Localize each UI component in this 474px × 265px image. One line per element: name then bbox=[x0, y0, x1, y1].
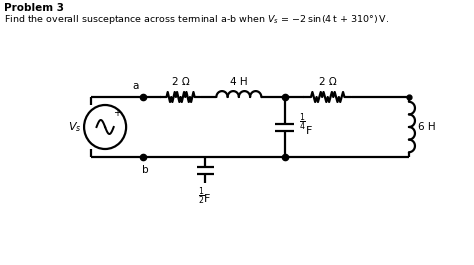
Text: F: F bbox=[203, 194, 210, 204]
Text: a: a bbox=[133, 81, 139, 91]
Text: Find the overall susceptance across terminal a-b when $V_s$ = −2 sin(4 t + 310°): Find the overall susceptance across term… bbox=[4, 13, 389, 26]
Text: b: b bbox=[142, 165, 148, 175]
Text: F: F bbox=[306, 126, 312, 136]
Text: Problem 3: Problem 3 bbox=[4, 3, 64, 13]
Text: $\frac{1}{2}$: $\frac{1}{2}$ bbox=[198, 186, 205, 207]
Text: 4 H: 4 H bbox=[230, 77, 248, 87]
Text: $\frac{1}{4}$: $\frac{1}{4}$ bbox=[299, 111, 306, 133]
Text: 2 Ω: 2 Ω bbox=[172, 77, 190, 87]
Text: +: + bbox=[113, 108, 121, 118]
Text: 6 H: 6 H bbox=[419, 122, 436, 132]
Text: $V_s$: $V_s$ bbox=[68, 120, 81, 134]
Text: 2 Ω: 2 Ω bbox=[319, 77, 337, 87]
